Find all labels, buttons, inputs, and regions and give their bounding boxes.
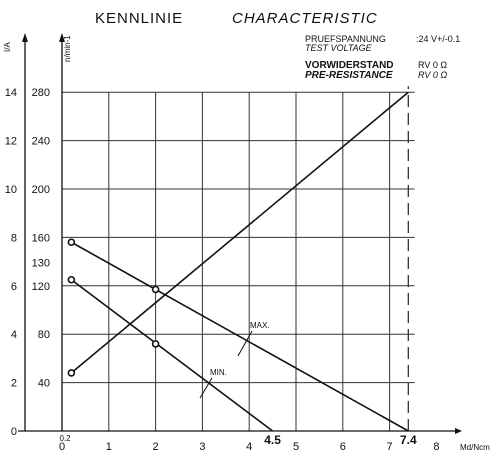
series-label: MIN. — [210, 368, 227, 377]
x-tick-label: 8 — [433, 441, 439, 453]
y-tick-label-speed: 120 — [32, 281, 50, 293]
y-tick-label-current: 10 — [5, 184, 17, 196]
x-axis-label: Md/Ncm — [460, 443, 490, 452]
x-tick-label: 0 — [59, 441, 65, 453]
y-axis-speed-arrow — [59, 33, 65, 42]
y-tick-label-current: 0 — [11, 426, 17, 438]
y-tick-label-current: 14 — [5, 87, 17, 99]
x-tick-label: 3 — [199, 441, 205, 453]
x-tick-label: 6 — [340, 441, 346, 453]
series-labels: MAX. MIN. — [199, 321, 270, 399]
x-tick-label: 7 — [387, 441, 393, 453]
y-tick-label-speed: 40 — [38, 378, 50, 390]
pre-resistance-label-en: PRE-RESISTANCE — [305, 70, 393, 81]
y-tick-label-speed: 200 — [32, 184, 50, 196]
y-axis-label-speed: n/min-1 — [63, 35, 72, 62]
y-axis-current-arrow — [22, 33, 28, 42]
x-tick-label-highlight: 7.4 — [400, 433, 417, 447]
y-tick-label-current: 4 — [11, 329, 17, 341]
y-tick-label-speed: 240 — [32, 136, 50, 148]
x-tick-label: 1 — [106, 441, 112, 453]
test-voltage-value: :24 V+/-0.1 — [416, 34, 460, 44]
series-label: MAX. — [250, 321, 270, 330]
pre-resistance-value-en: RV 0 Ω — [418, 70, 447, 80]
x-axis-arrow — [455, 428, 462, 434]
y-tick-label-speed: 130 — [32, 258, 50, 270]
pre-resistance-value-de: RV 0 Ω — [418, 60, 447, 70]
y-tick-label-current: 2 — [11, 378, 17, 390]
data-marker — [151, 340, 160, 348]
y-tick-label-current: 8 — [11, 232, 17, 244]
y-tick-label-speed: 80 — [38, 329, 50, 341]
x-tick-label: 4 — [246, 441, 252, 453]
data-marker — [151, 285, 160, 294]
series-label-leader — [199, 377, 213, 399]
x-tick-label-extra: 0.2 — [59, 434, 71, 443]
data-marker — [67, 275, 76, 284]
data-marker — [67, 369, 76, 377]
grid — [62, 86, 415, 431]
x-tick-label: 5 — [293, 441, 299, 453]
title-en: CHARACTERISTIC — [232, 10, 378, 27]
y-tick-label-speed: 280 — [32, 87, 50, 99]
series — [67, 91, 409, 432]
series-line — [70, 279, 274, 432]
tick-labels: 0 1 2 3 4 5 6 7 80.2 4.5 7.40246810121440801201301… — [5, 87, 440, 453]
pre-resistance-label-de: VORWIDERSTAND — [305, 60, 394, 71]
series-line — [70, 241, 409, 432]
y-axis-label-current: I/A — [3, 42, 12, 52]
y-tick-label-current: 6 — [11, 281, 17, 293]
axes — [18, 33, 462, 434]
x-tick-label: 2 — [153, 441, 159, 453]
data-marker — [67, 238, 76, 247]
y-tick-label-current: 12 — [5, 136, 17, 148]
x-tick-label-highlight: 4.5 — [264, 433, 281, 447]
y-tick-label-speed: 160 — [32, 232, 50, 244]
series-label-leader — [237, 330, 253, 357]
series-line — [70, 91, 409, 374]
title-de: KENNLINIE — [95, 10, 183, 27]
test-voltage-label-de: PRUEFSPANNUNG — [305, 34, 386, 44]
test-voltage-label-en: TEST VOLTAGE — [305, 43, 373, 53]
